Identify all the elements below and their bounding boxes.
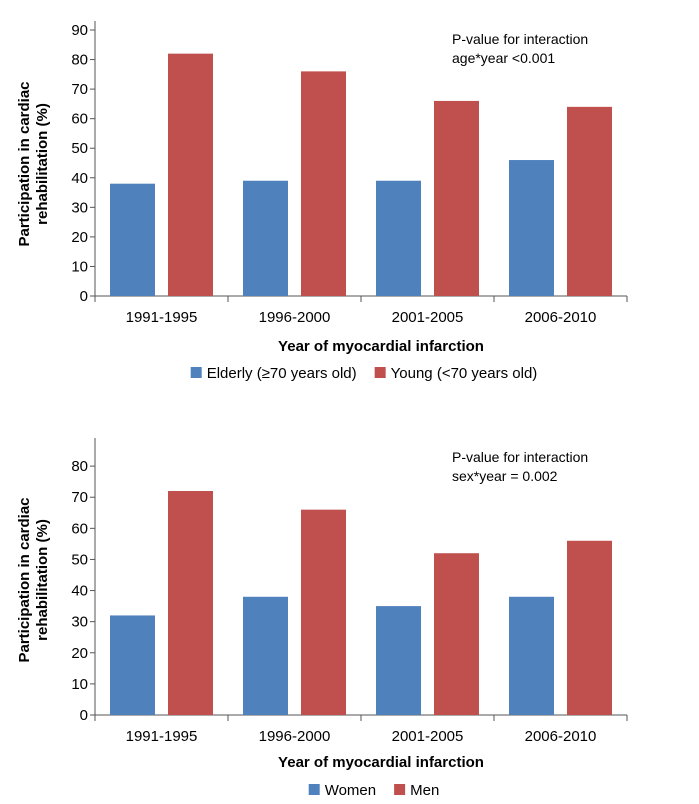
bar-series1-2006-2010: [509, 596, 554, 715]
y-tick-label: 80: [71, 458, 88, 475]
legend: Elderly (≥70 years old) Young (<70 years …: [190, 365, 538, 382]
bar-series2-2001-2005: [434, 553, 479, 715]
y-axis-label-line1: Participation in cardiac: [16, 81, 33, 246]
bar-series2-1991-1995: [168, 491, 213, 715]
interaction-note-line: P-value for interaction: [452, 31, 588, 47]
bar-series2-1996-2000: [301, 71, 346, 296]
bar-series2-1996-2000: [301, 509, 346, 715]
interaction-note-line: sex*year = 0.002: [452, 468, 558, 484]
bar-series1-2006-2010: [509, 160, 554, 296]
chart-svg: 0 10 20 30 40 50 60 70 80 90 1991-1995 1996-2000 200…: [16, 21, 628, 382]
interaction-note-line: age*year <0.001: [452, 50, 555, 66]
y-tick-label: 0: [80, 288, 88, 305]
bar-series2-1991-1995: [168, 53, 213, 297]
x-tick-label: 1996-2000: [259, 309, 331, 326]
bar-series1-2001-2005: [376, 180, 421, 296]
x-axis-label: Year of myocardial infarction: [278, 754, 484, 771]
bar-series2-2006-2010: [567, 540, 612, 715]
y-tick-label: 20: [71, 645, 88, 662]
x-tick-label: 2006-2010: [525, 309, 597, 326]
y-tick-label: 10: [71, 676, 88, 693]
x-tick-label: 2001-2005: [392, 728, 464, 745]
bar-series1-1991-1995: [110, 615, 155, 715]
y-tick-label: 60: [71, 111, 88, 128]
y-tick-label: 70: [71, 81, 88, 98]
bar-series2-2001-2005: [434, 100, 479, 296]
y-tick-label: 40: [71, 170, 88, 187]
chart-svg: 0 10 20 30 40 50 60 70 80 1991-1995 1996-2000 2001-…: [16, 438, 628, 799]
y-tick-label: 30: [71, 614, 88, 631]
legend-label-2: Young (<70 years old): [391, 365, 538, 382]
y-tick-label: 0: [80, 707, 88, 724]
x-tick-label: 1991-1995: [126, 728, 198, 745]
bar-series1-1996-2000: [243, 180, 288, 296]
y-tick-label: 50: [71, 551, 88, 568]
chart-age: 0 10 20 30 40 50 60 70 80 90 1991-1995 1996-2000 200…: [16, 21, 628, 382]
y-tick-label: 70: [71, 489, 88, 506]
y-tick-label: 20: [71, 229, 88, 246]
y-axis-label-line2: rehabilitation (%): [34, 519, 51, 641]
y-axis-label-line1: Participation in cardiac: [16, 497, 33, 662]
legend-swatch-2: [394, 784, 406, 795]
y-tick-label: 30: [71, 199, 88, 216]
bar-series1-2001-2005: [376, 606, 421, 715]
bar-series1-1996-2000: [243, 596, 288, 715]
legend-swatch-1: [190, 367, 202, 378]
bar-series1-1991-1995: [110, 183, 155, 296]
x-tick-label: 1996-2000: [259, 728, 331, 745]
legend-swatch-1: [308, 784, 320, 795]
chart-sex: 0 10 20 30 40 50 60 70 80 1991-1995 1996-2000 2001-…: [0, 402, 699, 804]
x-axis-label: Year of myocardial infarction: [278, 338, 484, 355]
legend-label-1: Women: [325, 782, 376, 799]
interaction-note-line: P-value for interaction: [452, 449, 588, 465]
legend-label-2: Men: [410, 782, 439, 799]
y-tick-label: 10: [71, 258, 88, 275]
x-tick-label: 1991-1995: [126, 309, 198, 326]
y-axis-label-line2: rehabilitation (%): [34, 103, 51, 225]
y-tick-label: 60: [71, 520, 88, 537]
y-tick-label: 50: [71, 140, 88, 157]
y-tick-label: 80: [71, 52, 88, 69]
legend-swatch-2: [374, 367, 386, 378]
x-tick-label: 2001-2005: [392, 309, 464, 326]
legend: Women Men: [308, 782, 439, 799]
y-tick-label: 90: [71, 22, 88, 39]
bar-series2-2006-2010: [567, 106, 612, 296]
legend-label-1: Elderly (≥70 years old): [207, 365, 357, 382]
y-tick-label: 40: [71, 583, 88, 600]
x-tick-label: 2006-2010: [525, 728, 597, 745]
